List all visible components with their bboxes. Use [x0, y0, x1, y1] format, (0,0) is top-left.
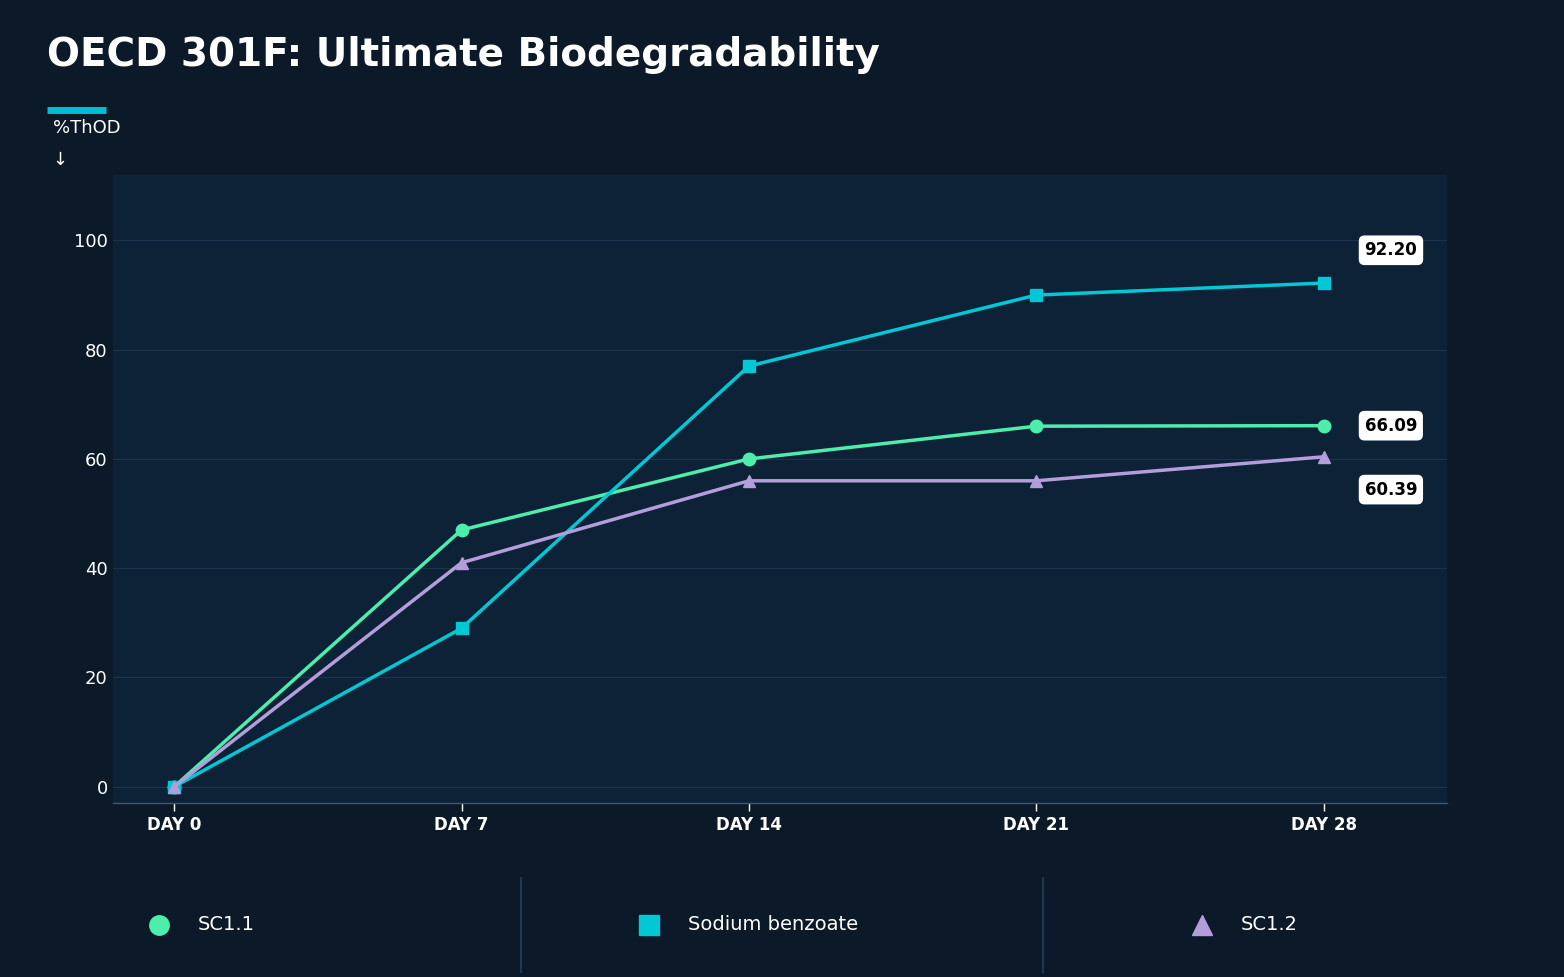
- Text: 92.20: 92.20: [1365, 241, 1417, 259]
- Text: SC1.2: SC1.2: [1240, 915, 1298, 934]
- Text: %ThOD: %ThOD: [53, 119, 120, 137]
- Text: 66.09: 66.09: [1365, 416, 1417, 435]
- Text: SC1.1: SC1.1: [199, 915, 255, 934]
- Text: OECD 301F: Ultimate Biodegradability: OECD 301F: Ultimate Biodegradability: [47, 36, 881, 74]
- Text: Sodium benzoate: Sodium benzoate: [688, 915, 859, 934]
- Text: 60.39: 60.39: [1365, 481, 1417, 498]
- Text: ↓: ↓: [53, 150, 67, 169]
